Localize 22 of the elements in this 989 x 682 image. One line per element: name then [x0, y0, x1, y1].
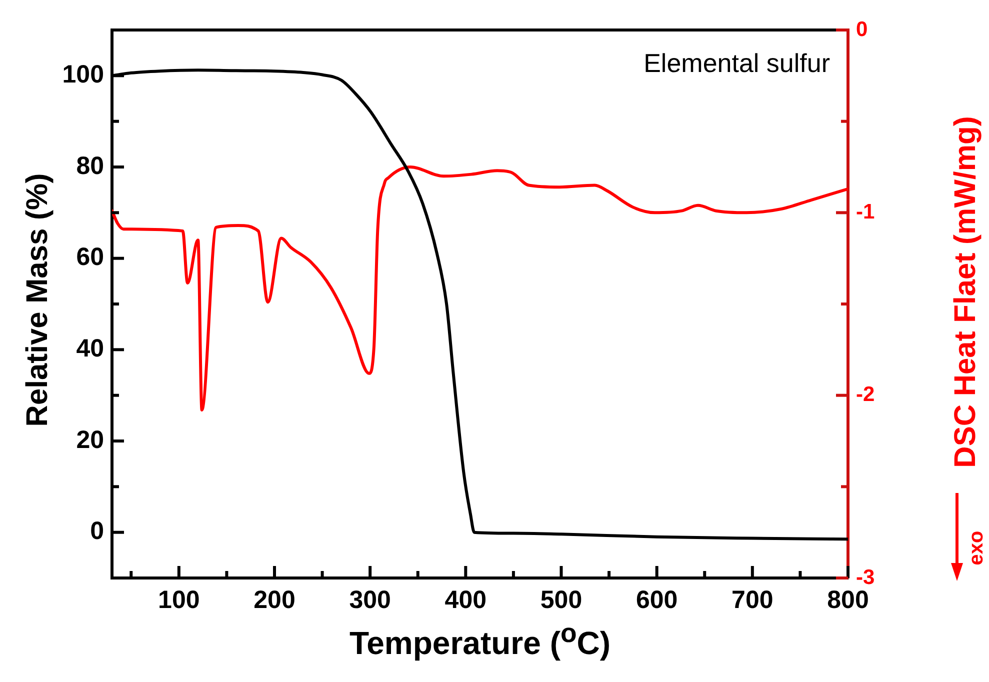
x-tick-label: 400	[444, 586, 487, 614]
y-tick-label: 100	[62, 60, 104, 89]
y-axis-title: Relative Mass (%)	[21, 173, 55, 427]
x-tick-label: 100	[158, 586, 200, 614]
y-tick-label: 20	[76, 426, 104, 454]
y-tick-label: 40	[76, 334, 104, 363]
x-tick-label: 500	[540, 586, 582, 614]
y-tick-label: 0	[90, 517, 104, 546]
x-axis-title: Temperature ($^{o}$C)	[349, 618, 611, 662]
annotation: Elemental sulfur	[644, 48, 830, 79]
x-tick-label: 200	[254, 586, 296, 614]
y2-tick-label: -2	[856, 383, 875, 406]
x-tick-label: 300	[349, 586, 391, 614]
y2-axis-title: DSC Heat Flaet (mW/mg)	[949, 116, 983, 468]
y-tick-label: 60	[76, 243, 104, 272]
y2-tick-label: -1	[856, 200, 875, 224]
x-tick-label: 600	[636, 586, 678, 614]
line-series	[112, 166, 848, 412]
y2-tick-label: 0	[856, 18, 868, 41]
y-tick-label: 80	[76, 152, 104, 180]
text: exo	[966, 530, 988, 566]
x-tick-label: 700	[732, 586, 774, 614]
